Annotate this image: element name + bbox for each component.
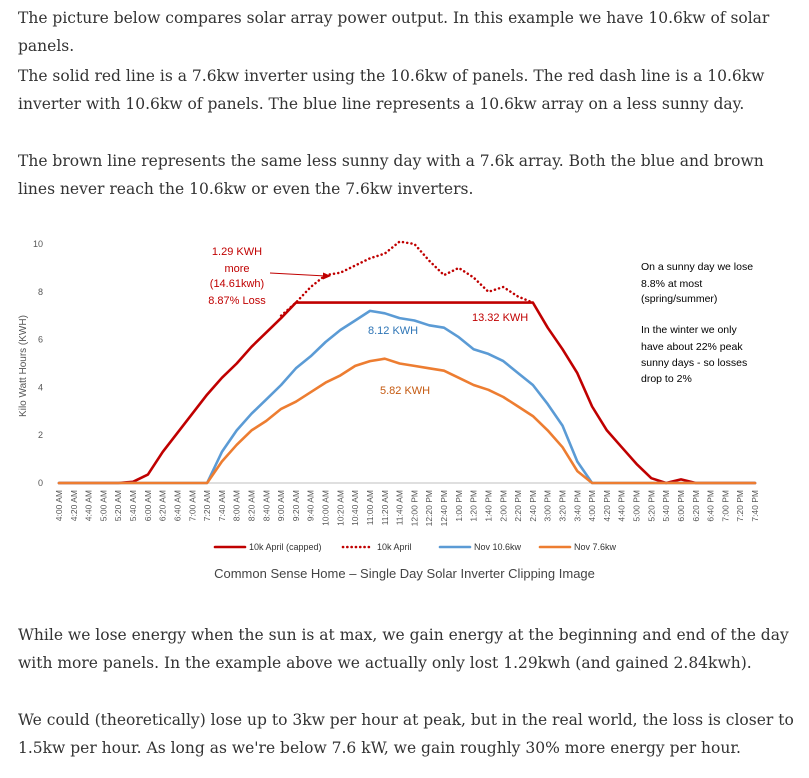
figure-caption: Common Sense Home – Single Day Solar Inv… — [214, 566, 595, 581]
x-tick-label: 5:00 AM — [98, 490, 108, 521]
x-tick-label: 9:20 AM — [291, 490, 301, 521]
x-tick-label: 4:40 PM — [617, 490, 627, 522]
solar-output-chart: 0 2 4 6 8 10 4:00 AM 4:20 AM 4:40 AM 5:00 AM 5:20 … — [18, 239, 760, 552]
x-tick-label: 9:00 AM — [276, 490, 286, 521]
side-note-line: In the winter we only — [641, 324, 737, 336]
x-tick-label: 4:00 PM — [587, 490, 597, 522]
capped-total-label: 13.32 KWH — [472, 312, 528, 324]
annotation-arrowhead — [323, 272, 331, 280]
x-tick-label: 1:20 PM — [469, 490, 479, 522]
series-line-0 — [57, 301, 757, 485]
x-tick-label: 6:00 PM — [676, 490, 686, 522]
x-tick-label: 10:20 AM — [335, 490, 345, 526]
loss-annotation: more — [224, 263, 249, 275]
x-tick-label: 4:20 AM — [69, 490, 79, 521]
side-note-line: sunny days - so losses — [641, 357, 747, 369]
x-tick-label: 7:00 PM — [720, 490, 730, 522]
x-tick-label: 6:40 PM — [706, 490, 716, 522]
legend-label: Nov 7.6kw — [574, 542, 617, 552]
loss-annotation: 1.29 KWH — [212, 246, 262, 258]
x-tick-label: 5:00 PM — [632, 490, 642, 522]
x-tick-label: 5:20 PM — [646, 490, 656, 522]
y-tick-label: 6 — [38, 335, 43, 345]
x-tick-label: 7:40 AM — [217, 490, 227, 521]
x-tick-label: 7:40 PM — [750, 490, 760, 522]
line-description-paragraph: The solid red line is a 7.6kw inverter u… — [18, 67, 765, 113]
x-tick-label: 6:20 AM — [158, 490, 168, 521]
series-line-3 — [57, 357, 757, 485]
x-tick-label: 12:00 PM — [409, 490, 419, 526]
legend-label: 10k April (capped) — [249, 542, 322, 552]
x-tick-label: 5:20 AM — [113, 490, 123, 521]
x-tick-label: 11:20 AM — [380, 490, 390, 525]
legend-label: 10k April — [377, 542, 412, 552]
x-tick-label: 12:20 PM — [424, 490, 434, 526]
x-tick-label: 4:00 AM — [54, 490, 64, 521]
x-tick-label: 6:20 PM — [691, 490, 701, 522]
y-tick-label: 4 — [38, 382, 43, 392]
x-tick-label: 11:40 AM — [395, 490, 405, 525]
intro-paragraph: The picture below compares solar array p… — [18, 9, 770, 55]
x-tick-label: 2:40 PM — [528, 490, 538, 522]
x-tick-label: 4:40 AM — [84, 490, 94, 521]
x-tick-label: 1:40 PM — [483, 490, 493, 522]
x-tick-label: 8:20 AM — [247, 490, 257, 521]
x-tick-label: 12:40 PM — [439, 490, 449, 526]
x-tick-label: 3:40 PM — [572, 490, 582, 522]
x-tick-label: 9:40 AM — [306, 490, 316, 521]
x-tick-label: 7:20 AM — [202, 490, 212, 521]
less-sunny-paragraph: The brown line represents the same less … — [18, 152, 764, 198]
x-tick-label: 1:00 PM — [454, 490, 464, 522]
loss-per-hour-paragraph: We could (theoretically) lose up to 3kw … — [18, 711, 794, 757]
x-tick-label: 2:00 PM — [498, 490, 508, 522]
y-tick-label: 10 — [33, 239, 43, 249]
side-note-line: 8.8% at most — [641, 278, 702, 290]
series-line-1 — [279, 240, 535, 317]
x-tick-label: 2:20 PM — [513, 490, 523, 522]
side-note-line: have about 22% peak — [641, 341, 743, 353]
side-note-line: drop to 2% — [641, 373, 692, 385]
y-tick-label: 2 — [38, 430, 43, 440]
x-tick-label: 8:40 AM — [261, 490, 271, 521]
loss-annotation: (14.61kwh) — [210, 278, 264, 290]
x-tick-label: 5:40 PM — [661, 490, 671, 522]
x-tick-label: 3:20 PM — [557, 490, 567, 522]
x-tick-label: 4:20 PM — [602, 490, 612, 522]
x-tick-label: 6:00 AM — [143, 490, 153, 521]
y-tick-label: 0 — [38, 478, 43, 488]
x-tick-label: 7:20 PM — [735, 490, 745, 522]
energy-gain-paragraph: While we lose energy when the sun is at … — [18, 626, 789, 672]
y-axis-label: Kilo Watt Hours (KWH) — [18, 315, 29, 417]
nov10-total-label: 8.12 KWH — [368, 325, 418, 337]
nov76-total-label: 5.82 KWH — [380, 385, 430, 397]
annotation-arrow-line — [269, 272, 327, 277]
x-tick-label: 8:00 AM — [232, 490, 242, 521]
loss-annotation: 8.87% Loss — [208, 295, 266, 307]
side-note-line: On a sunny day we lose — [641, 261, 753, 273]
legend-label: Nov 10.6kw — [474, 542, 522, 552]
chart-annotations: 1.29 KWH more (14.61kwh) 8.87% Loss 13.32 KW… — [208, 246, 753, 397]
x-tick-label: 11:00 AM — [365, 490, 375, 525]
x-tick-label: 5:40 AM — [128, 490, 138, 521]
x-tick-label: 7:00 AM — [187, 490, 197, 521]
side-note-line: (spring/summer) — [641, 293, 717, 305]
x-tick-label: 10:40 AM — [350, 490, 360, 526]
chart-legend: 10k April (capped) 10k April Nov 10.6kw Nov… — [213, 542, 617, 552]
x-tick-label: 3:00 PM — [543, 490, 553, 522]
y-tick-label: 8 — [38, 287, 43, 297]
x-tick-label: 6:40 AM — [172, 490, 182, 521]
x-tick-label: 10:00 AM — [321, 490, 331, 526]
chart-axes: 0 2 4 6 8 10 4:00 AM 4:20 AM 4:40 AM 5:00 AM 5:20 … — [33, 239, 760, 526]
